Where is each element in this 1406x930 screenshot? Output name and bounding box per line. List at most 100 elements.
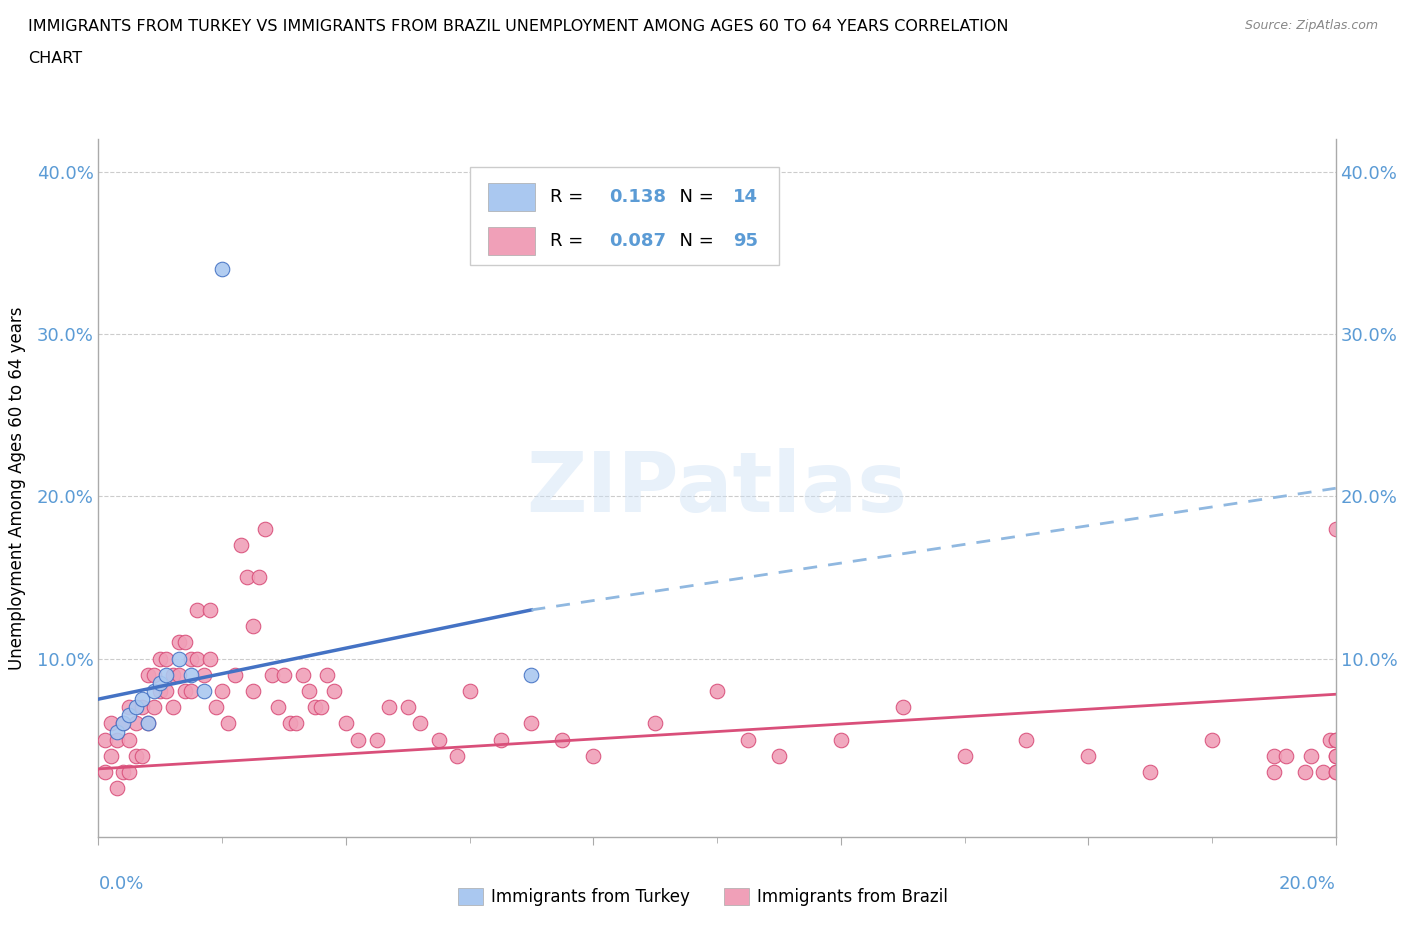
Point	[131, 692, 153, 707]
Point	[1263, 749, 1285, 764]
Text: 14: 14	[733, 188, 758, 206]
Point	[236, 570, 259, 585]
Point	[291, 668, 314, 683]
Point	[644, 716, 666, 731]
Point	[1294, 764, 1316, 779]
Point	[180, 684, 202, 698]
Text: 95: 95	[733, 232, 758, 249]
Point	[149, 675, 172, 690]
Point	[167, 635, 190, 650]
Point	[1077, 749, 1099, 764]
Point	[118, 764, 141, 779]
Text: 0.0%: 0.0%	[98, 875, 143, 894]
Point	[105, 781, 128, 796]
Point	[347, 732, 370, 747]
Point	[1324, 522, 1347, 537]
FancyBboxPatch shape	[488, 227, 536, 255]
Point	[298, 684, 321, 698]
Point	[520, 668, 543, 683]
Point	[167, 668, 190, 683]
Point	[706, 684, 728, 698]
Point	[1324, 732, 1347, 747]
FancyBboxPatch shape	[470, 167, 779, 265]
Point	[180, 668, 202, 683]
Point	[93, 732, 115, 747]
Point	[489, 732, 512, 747]
Point	[520, 716, 543, 731]
Point	[162, 699, 184, 714]
Point	[737, 732, 759, 747]
Point	[131, 749, 153, 764]
Point	[953, 749, 976, 764]
Point	[193, 668, 215, 683]
Point	[136, 668, 159, 683]
Point	[118, 708, 141, 723]
Point	[254, 522, 277, 537]
Point	[1324, 764, 1347, 779]
Point	[1324, 732, 1347, 747]
Point	[105, 724, 128, 739]
Y-axis label: Unemployment Among Ages 60 to 64 years: Unemployment Among Ages 60 to 64 years	[7, 307, 25, 670]
Point	[112, 764, 135, 779]
Point	[136, 716, 159, 731]
Text: N =: N =	[668, 232, 718, 249]
Point	[186, 603, 208, 618]
Point	[1275, 749, 1298, 764]
Point	[198, 651, 221, 666]
Point	[309, 699, 332, 714]
Point	[143, 699, 166, 714]
Point	[205, 699, 228, 714]
Point	[278, 716, 301, 731]
Point	[247, 570, 270, 585]
Point	[582, 749, 605, 764]
Legend: Immigrants from Turkey, Immigrants from Brazil: Immigrants from Turkey, Immigrants from …	[451, 881, 955, 912]
Point	[211, 684, 233, 698]
Point	[149, 684, 172, 698]
Point	[155, 651, 177, 666]
Point	[174, 635, 197, 650]
Point	[446, 749, 468, 764]
Point	[1201, 732, 1223, 747]
Point	[131, 699, 153, 714]
Point	[1312, 764, 1334, 779]
Text: 0.087: 0.087	[609, 232, 666, 249]
Point	[830, 732, 852, 747]
Point	[155, 668, 177, 683]
Point	[105, 732, 128, 747]
Point	[304, 699, 326, 714]
Point	[1139, 764, 1161, 779]
Point	[1263, 764, 1285, 779]
Point	[458, 684, 481, 698]
Point	[378, 699, 401, 714]
Text: R =: R =	[550, 232, 589, 249]
Point	[768, 749, 790, 764]
Point	[335, 716, 357, 731]
Point	[242, 684, 264, 698]
Point	[1015, 732, 1038, 747]
Point	[124, 749, 146, 764]
Text: 0.138: 0.138	[609, 188, 666, 206]
Point	[1324, 764, 1347, 779]
Point	[1324, 749, 1347, 764]
Point	[316, 668, 339, 683]
Point	[143, 684, 166, 698]
Point	[186, 651, 208, 666]
Point	[217, 716, 239, 731]
Point	[124, 716, 146, 731]
Text: CHART: CHART	[28, 51, 82, 66]
Point	[143, 668, 166, 683]
Point	[167, 651, 190, 666]
Point	[260, 668, 283, 683]
Point	[155, 684, 177, 698]
Point	[136, 716, 159, 731]
Point	[118, 732, 141, 747]
Point	[118, 699, 141, 714]
Point	[100, 716, 122, 731]
Point	[211, 262, 233, 277]
Point	[322, 684, 344, 698]
Point	[1324, 749, 1347, 764]
Point	[198, 603, 221, 618]
Point	[162, 668, 184, 683]
Text: IMMIGRANTS FROM TURKEY VS IMMIGRANTS FROM BRAZIL UNEMPLOYMENT AMONG AGES 60 TO 6: IMMIGRANTS FROM TURKEY VS IMMIGRANTS FRO…	[28, 19, 1008, 33]
Point	[93, 764, 115, 779]
